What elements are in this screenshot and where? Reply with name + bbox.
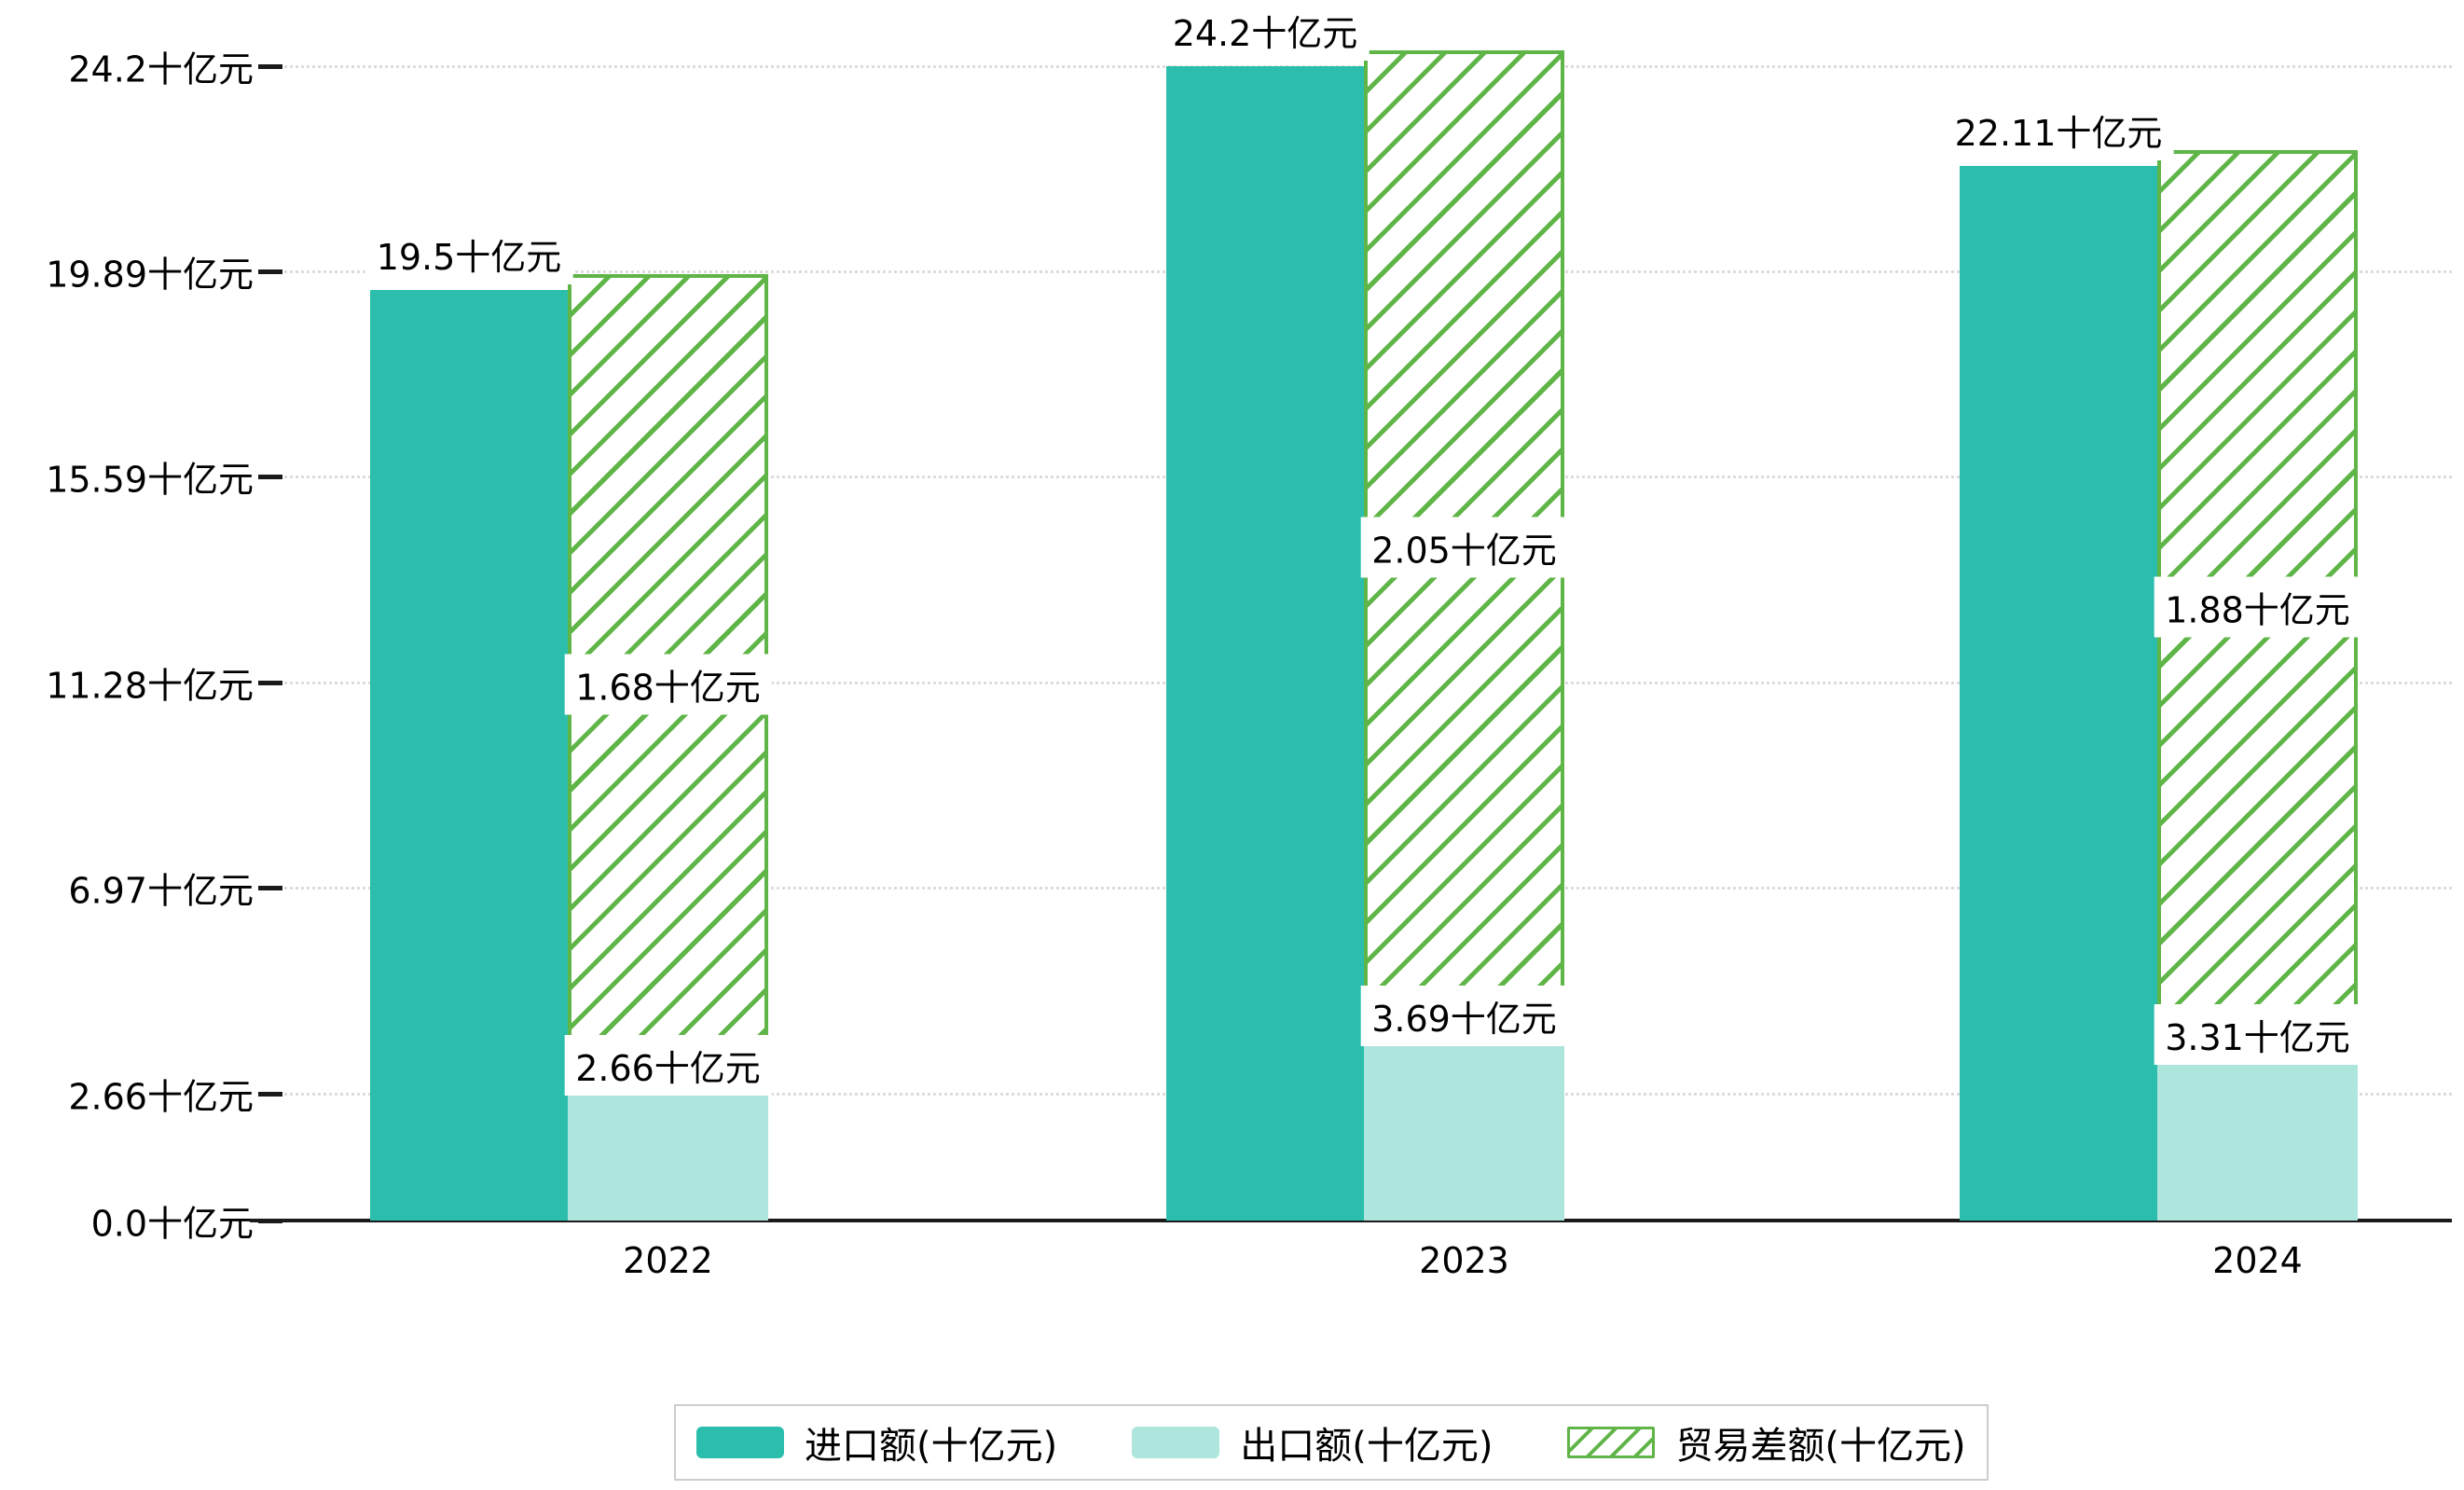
- x-axis-line: [250, 1219, 2452, 1222]
- trade-diff-hatch-swatch-icon: [1567, 1427, 1656, 1458]
- import-bar: [1960, 166, 2157, 1221]
- export-value-label: 3.69十亿元: [1360, 986, 1568, 1046]
- import-value-label: 19.5十亿元: [365, 224, 573, 284]
- y-tick-label: 6.97十亿元: [68, 870, 254, 912]
- y-tick-mark: [258, 886, 282, 890]
- trade-diff-value-label: 1.88十亿元: [2154, 576, 2361, 637]
- y-tick-mark: [258, 681, 282, 685]
- y-tick-mark: [258, 475, 282, 479]
- import-swatch-icon: [696, 1427, 784, 1458]
- export-bar: [1364, 1044, 1564, 1221]
- x-tick-label: 2022: [623, 1240, 713, 1281]
- import-bar: [370, 290, 568, 1221]
- y-tick-label: 2.66十亿元: [68, 1076, 254, 1118]
- legend-label-import: 进口额(十亿元): [805, 1425, 1058, 1468]
- export-swatch-icon: [1132, 1427, 1220, 1458]
- legend-item-trade-diff: 贸易差额(十亿元): [1567, 1415, 1966, 1469]
- legend-label-export: 出口额(十亿元): [1240, 1425, 1494, 1468]
- export-value-label: 3.31十亿元: [2154, 1004, 2361, 1065]
- x-tick-label: 2023: [1419, 1240, 1509, 1281]
- y-tick-label: 11.28十亿元: [46, 665, 254, 707]
- y-tick-label: 0.0十亿元: [90, 1203, 254, 1245]
- export-value-label: 2.66十亿元: [564, 1035, 772, 1096]
- import-bar: [1166, 66, 1364, 1221]
- import-value-label: 22.11十亿元: [1943, 100, 2174, 160]
- legend: 进口额(十亿元) 出口额(十亿元) 贸易差额(十亿元): [674, 1404, 1989, 1481]
- y-tick-mark: [258, 269, 282, 274]
- import-value-label: 24.2十亿元: [1161, 0, 1370, 61]
- y-tick-mark: [258, 64, 282, 69]
- legend-item-export: 出口额(十亿元): [1132, 1415, 1493, 1469]
- y-tick-label: 24.2十亿元: [68, 48, 254, 90]
- export-bar: [2157, 1063, 2358, 1221]
- x-tick-label: 2024: [2212, 1240, 2303, 1281]
- y-tick-label: 15.59十亿元: [46, 459, 254, 501]
- y-tick-mark: [258, 1092, 282, 1097]
- legend-item-import: 进口额(十亿元): [696, 1415, 1057, 1469]
- legend-label-trade-diff: 贸易差额(十亿元): [1675, 1425, 1966, 1468]
- trade-diff-value-label: 1.68十亿元: [564, 654, 772, 714]
- y-tick-label: 19.89十亿元: [46, 254, 254, 296]
- export-bar: [568, 1094, 768, 1221]
- trade-diff-value-label: 2.05十亿元: [1360, 517, 1568, 578]
